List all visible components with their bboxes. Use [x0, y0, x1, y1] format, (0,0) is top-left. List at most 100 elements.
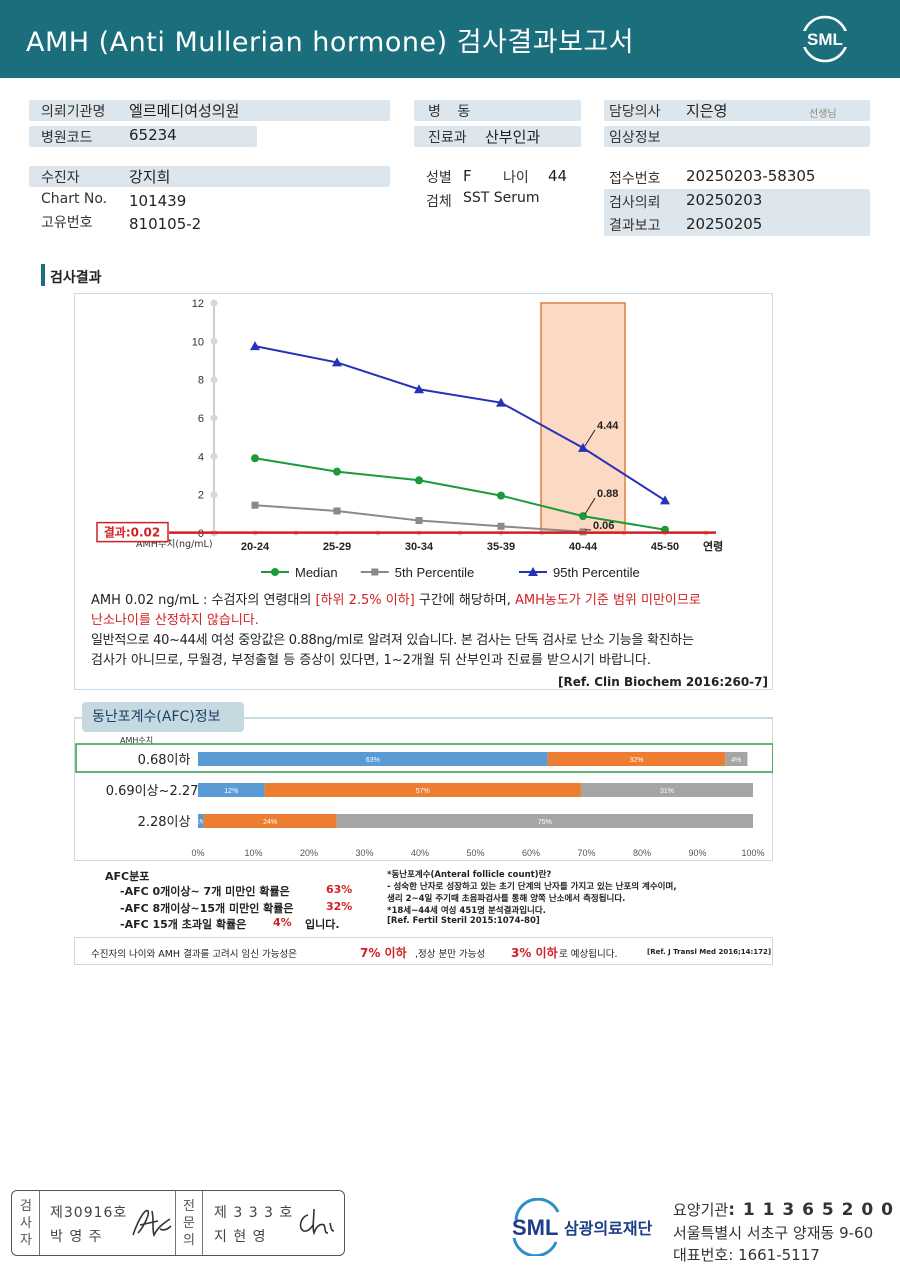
report-header: AMH (Anti Mullerian hormone) 검사결과보고서 SML	[0, 0, 900, 78]
org-logo-icon: SML 삼광의료재단	[512, 1198, 653, 1256]
afc-dist-value-1: 63%	[326, 883, 353, 896]
result-text-1c: 구간에 해당하며,	[414, 593, 515, 608]
sex-label: 성별	[426, 170, 452, 186]
afc-x-tick: 100%	[741, 848, 764, 858]
ward-row	[414, 100, 581, 121]
afc-row-label: 0.68이하	[138, 753, 191, 768]
org-phone-label: 대표번호	[673, 1246, 729, 1264]
point-median	[333, 467, 341, 476]
afc-axis-title: AMH수치	[120, 736, 153, 745]
inspector-signature	[132, 1209, 172, 1238]
x-tick-label: 30-34	[405, 541, 434, 553]
afc-x-tick: 30%	[355, 848, 373, 858]
y-tick-label: 10	[192, 336, 204, 348]
afc-bar-segment	[203, 814, 337, 828]
signature-divider-3	[202, 1191, 203, 1255]
afc-x-tick: 80%	[633, 848, 651, 858]
afc-note-2: - 성숙한 난자로 성장하고 있는 초기 단계의 난자를 가지고 있는 난포의 …	[387, 882, 677, 892]
highlight-band-40-44	[540, 302, 626, 534]
id-value: 810105-2	[129, 215, 202, 233]
institution-code-label: 요양기관	[673, 1201, 729, 1219]
org-name-text: 삼광의료재단	[564, 1219, 653, 1238]
age-value: 44	[548, 167, 568, 185]
department-value: 산부인과	[485, 128, 541, 146]
series-line-median	[254, 457, 666, 531]
afc-segment-label: 57%	[416, 788, 430, 795]
hospital-code-row	[29, 126, 257, 147]
report-title: AMH (Anti Mullerian hormone) 검사결과보고서	[26, 27, 635, 58]
afc-segment-label: 12%	[224, 788, 238, 795]
point-95th-percentile	[414, 384, 424, 394]
afc-segment-label: 63%	[366, 757, 380, 764]
afc-note-5: [Ref. Fertil Steril 2015:1074-80]	[387, 916, 540, 926]
section-marker	[41, 264, 45, 286]
dates-row	[604, 189, 870, 236]
afc-dist-suffix: 입니다.	[305, 918, 340, 931]
point-median	[415, 476, 423, 485]
legend-marker	[271, 568, 279, 576]
specimen-label: 검체	[426, 194, 452, 210]
afc-note-3: 생리 2~4일 주기때 초음파검사를 통해 양쪽 난소에서 측정됩니다.	[387, 894, 626, 904]
y-tick-dot	[210, 414, 218, 422]
afc-x-tick: 0%	[191, 848, 204, 858]
specialist-label-1: 전	[183, 1199, 195, 1214]
annotation-label: 0.06	[593, 520, 614, 532]
afc-bar-segment	[725, 752, 748, 766]
chart-no-label: Chart No.	[41, 191, 108, 207]
y-tick-label: 2	[198, 490, 204, 502]
afc-dist-line-2: -AFC 8개이상~15개 미만인 확률은 32%	[120, 900, 352, 916]
result-badge	[96, 521, 169, 543]
result-text-3: 일반적으로 40~44세 여성 중앙값은 0.88ng/ml로 알려져 있습니다…	[91, 633, 694, 648]
sex-value: F	[463, 167, 472, 185]
annotation-label: 0.88	[597, 488, 618, 500]
org-phone-value: : 1661-5117	[728, 1246, 820, 1264]
org-phone: 대표번호: 1661-5117	[673, 1244, 820, 1265]
afc-segment-label: 1%	[196, 819, 206, 826]
afc-dist-value-2: 32%	[326, 900, 353, 913]
x-tick-label: 20-24	[241, 541, 270, 553]
signature-divider-2	[175, 1191, 176, 1255]
inspector-label-3: 자	[20, 1233, 32, 1248]
preg-text-a: 수진자의 나이와 AMH 결과를 고려시 임신 가능성은	[91, 949, 298, 960]
hospital-code-label: 병원코드	[41, 130, 93, 146]
clinical-row	[604, 126, 870, 147]
inspector-name: 박 영 주	[50, 1229, 103, 1245]
afc-note-1: *동난포계수(Anteral follicle count)란?	[387, 870, 552, 880]
id-label: 고유번호	[41, 215, 93, 231]
y-tick-label: 8	[198, 375, 204, 387]
afc-segment-label: 31%	[660, 788, 674, 795]
afc-bar-segment	[264, 783, 581, 797]
afc-segment-label: 32%	[629, 757, 643, 764]
y-tick-dot	[210, 491, 218, 499]
signature-divider	[39, 1191, 40, 1255]
ward-label: 병 동	[428, 104, 477, 120]
hospital-code-value: 65234	[129, 126, 177, 144]
annotation-label: 4.44	[597, 420, 619, 432]
afc-x-tick: 50%	[466, 848, 484, 858]
specialist-label-2: 문	[183, 1216, 195, 1231]
afc-dist-title: AFC분포	[105, 870, 150, 883]
inspector-label-2: 사	[20, 1216, 32, 1231]
afc-row-label: 2.28이상	[138, 815, 191, 830]
y-tick-label: 0	[198, 528, 204, 540]
specialist-name: 지 현 영	[214, 1229, 267, 1245]
point-95th-percentile	[578, 442, 588, 452]
doctor-value: 지은영	[686, 102, 728, 120]
afc-x-tick: 90%	[688, 848, 706, 858]
point-5th-percentile	[415, 517, 423, 525]
afc-bar-segment	[198, 783, 265, 797]
patient-value: 강지희	[129, 168, 171, 186]
afc-bar-chart: AMH수치 0.68이하 63% 32% 4% 0.69이상~2.27이하 12% 57% 31…	[75, 736, 773, 858]
point-median	[497, 491, 505, 500]
patient-label: 수진자	[41, 170, 80, 186]
doctor-suffix: 선생님	[809, 109, 837, 120]
point-95th-percentile	[332, 357, 342, 367]
inspector-label-1: 검	[20, 1199, 32, 1214]
report-date-value: 20250205	[686, 215, 763, 233]
afc-panel	[74, 717, 773, 861]
receipt-label: 접수번호	[609, 171, 661, 187]
afc-dist-text-1: -AFC 0개이상~ 7개 미만인 확률은	[120, 885, 290, 898]
amh-chart: 0 2 4 6 8 10 12 20-24 25-29 30-34 35-39 40-44 45-50 연…	[96, 298, 723, 580]
preg-text-b: ,정상 분만 가능성	[415, 949, 486, 960]
preg-reference: [Ref. J Transl Med 2016;14:172]	[647, 948, 772, 956]
